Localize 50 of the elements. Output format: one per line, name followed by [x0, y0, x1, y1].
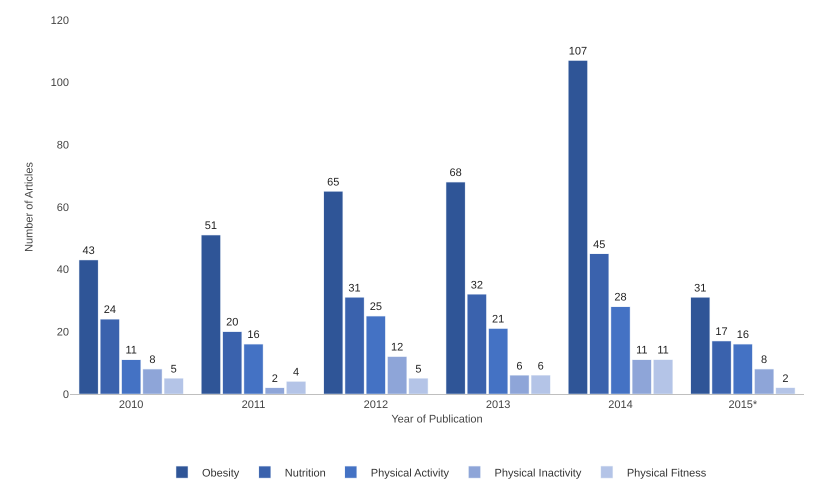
- y-tick-label: 0: [62, 388, 69, 401]
- y-tick-label: 20: [56, 326, 69, 339]
- data-label: 6: [516, 360, 523, 372]
- x-axis-title: Year of Publication: [391, 413, 483, 426]
- x-tick-label: 2011: [242, 399, 266, 412]
- data-label: 12: [390, 342, 404, 354]
- data-label: 16: [247, 329, 260, 342]
- data-label: 65: [327, 176, 340, 188]
- data-label: 11: [636, 344, 648, 357]
- data-label: 16: [736, 329, 749, 342]
- legend-label: Physical Fitness: [626, 467, 707, 480]
- y-tick-label: 40: [56, 264, 69, 276]
- data-label: 21: [492, 314, 504, 326]
- legend-label: Physical Inactivity: [494, 467, 582, 480]
- data-label: 68: [449, 167, 462, 180]
- y-tick-label: 120: [50, 14, 69, 27]
- x-tick-label: 2014: [608, 399, 633, 412]
- data-label: 2: [782, 372, 788, 385]
- data-label: 25: [370, 301, 382, 314]
- data-label: 24: [104, 304, 116, 316]
- x-tick-label: 2010: [118, 399, 144, 412]
- x-tick-label: 2013: [486, 399, 510, 412]
- data-label: 45: [593, 238, 606, 251]
- legend-label: Nutrition: [284, 467, 326, 480]
- data-label: 107: [568, 46, 588, 58]
- x-tick-label: 2012: [364, 399, 388, 412]
- data-label: 43: [82, 244, 95, 257]
- data-label: 28: [614, 292, 627, 304]
- data-label: 2: [272, 372, 278, 385]
- y-tick-label: 80: [56, 140, 69, 152]
- legend-label: Physical Activity: [370, 467, 450, 480]
- data-label: 11: [657, 344, 669, 357]
- data-label: 31: [694, 282, 706, 294]
- y-tick-label: 60: [56, 202, 69, 214]
- data-label: 8: [149, 354, 156, 366]
- data-label: 6: [538, 360, 544, 372]
- data-label: 17: [715, 326, 728, 338]
- y-axis-title: Number of Articles: [23, 162, 36, 252]
- y-tick-label: 100: [50, 77, 69, 90]
- data-label: 20: [226, 316, 238, 329]
- data-label: 4: [293, 366, 300, 379]
- data-label: 5: [415, 363, 422, 376]
- x-tick-label: 2015*: [728, 399, 758, 412]
- data-label: 51: [204, 220, 218, 232]
- data-label: 31: [348, 282, 361, 294]
- legend-label: Obesity: [202, 467, 240, 480]
- data-label: 5: [170, 363, 177, 376]
- data-label: 8: [761, 354, 768, 366]
- data-label: 32: [470, 279, 484, 292]
- data-label: 11: [125, 344, 137, 357]
